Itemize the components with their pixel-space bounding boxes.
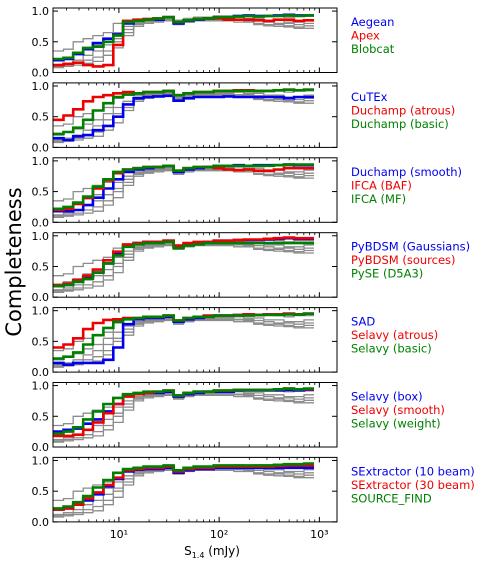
- series-line-duchamp-basic: [53, 88, 314, 136]
- panel-frame: [52, 232, 338, 298]
- y-tick-label: 0.5: [32, 186, 50, 199]
- x-tick-label: 10¹: [110, 528, 128, 541]
- series-line-pyse-d5a3: [53, 240, 314, 288]
- legend-entry-sextractor-10-beam: SExtractor (10 beam): [351, 464, 475, 478]
- y-tick-label: 1.0: [32, 380, 50, 393]
- legend-entry-source-find: SOURCE_FIND: [351, 491, 432, 505]
- y-tick-label: 0.0: [32, 366, 50, 379]
- legend-entry-pyse-d5a3: PySE (D5A3): [351, 267, 423, 281]
- y-tick-label: 1.0: [32, 155, 50, 168]
- gray-reference-line-3: [53, 242, 314, 291]
- panel-frame: [52, 382, 338, 448]
- x-tick-label: 10³: [310, 528, 328, 541]
- panel-frame: [52, 7, 338, 73]
- panel-4: 0.0 0.5 1.0 PyBDSM (Gaussians)PyBDSM (sourc…: [32, 230, 471, 304]
- panel-frame: [52, 307, 338, 373]
- legend-entry-pybdsm-gaussians: PyBDSM (Gaussians): [351, 240, 470, 254]
- legend-entry-duchamp-smooth: Duchamp (smooth): [351, 165, 462, 179]
- y-tick-label: 0.5: [32, 260, 50, 273]
- y-tick-label: 0.5: [32, 36, 50, 49]
- y-tick-label: 0.5: [32, 335, 50, 348]
- y-tick-label: 0.0: [32, 291, 50, 304]
- series-line-selavy-basic: [53, 312, 314, 360]
- y-tick-label: 0.0: [32, 141, 50, 154]
- y-tick-label: 1.0: [32, 230, 50, 243]
- panel-6: 0.0 0.5 1.0 Selavy (box)Selavy (smooth)Sela…: [32, 380, 445, 454]
- panel-3: 0.0 0.5 1.0 Duchamp (smooth)IFCA (BAF)IFCA …: [32, 155, 463, 229]
- legend-entry-ifca-mf: IFCA (MF): [351, 192, 406, 206]
- y-tick-label: 0.5: [32, 410, 50, 423]
- series-line-blobcat: [53, 14, 314, 61]
- panel-frame: [52, 82, 338, 148]
- legend-entry-selavy-weight: Selavy (weight): [351, 417, 441, 431]
- series-line-source-find: [53, 462, 314, 510]
- panel-frame: [52, 157, 338, 223]
- legend-entry-selavy-basic: Selavy (basic): [351, 342, 432, 356]
- y-tick-label: 1.0: [32, 454, 50, 467]
- panel-7: 0.0 0.5 1.0 SExtractor (10 beam)SExtractor …: [32, 454, 475, 540]
- x-axis-label: S1.4 (mJy): [184, 544, 240, 560]
- legend-entry-ifca-baf: IFCA (BAF): [351, 178, 412, 192]
- legend-entry-selavy-smooth: Selavy (smooth): [351, 403, 445, 417]
- y-tick-label: 0.5: [32, 111, 50, 124]
- y-tick-label: 0.0: [32, 516, 50, 529]
- y-tick-label: 1.0: [32, 80, 50, 93]
- y-tick-label: 0.5: [32, 485, 50, 498]
- y-tick-label: 1.0: [32, 5, 50, 18]
- x-axis-label-subscript: 1.4: [192, 551, 205, 560]
- legend-entry-duchamp-atrous: Duchamp (atrous): [351, 103, 455, 117]
- legend-entry-blobcat: Blobcat: [351, 42, 395, 56]
- legend-entry-aegean: Aegean: [351, 15, 394, 29]
- legend-entry-cutex: CuTEx: [351, 90, 388, 104]
- series-line-ifca-mf: [53, 163, 314, 211]
- legend-entry-duchamp-basic: Duchamp (basic): [351, 117, 449, 131]
- y-tick-label: 0.0: [32, 67, 50, 80]
- legend-entry-selavy-atrous: Selavy (atrous): [351, 328, 438, 342]
- x-tick-label: 10²: [210, 528, 228, 541]
- legend-entry-selavy-box: Selavy (box): [351, 390, 423, 404]
- y-axis-label: Completeness: [2, 187, 26, 336]
- panel-frame: [52, 456, 338, 523]
- y-tick-label: 0.0: [32, 216, 50, 229]
- legend-entry-apex: Apex: [351, 29, 380, 43]
- x-axis-label-unit: (mJy): [204, 544, 240, 558]
- series-line-selavy-weight: [53, 387, 314, 435]
- x-axis-label-main: S: [184, 544, 192, 558]
- legend-entry-sad: SAD: [351, 315, 375, 329]
- legend-entry-sextractor-30-beam: SExtractor (30 beam): [351, 478, 475, 492]
- series-line-cutex: [53, 94, 314, 142]
- y-tick-label: 1.0: [32, 305, 50, 318]
- y-tick-label: 0.0: [32, 441, 50, 454]
- legend-entry-pybdsm-sources: PyBDSM (sources): [351, 253, 456, 267]
